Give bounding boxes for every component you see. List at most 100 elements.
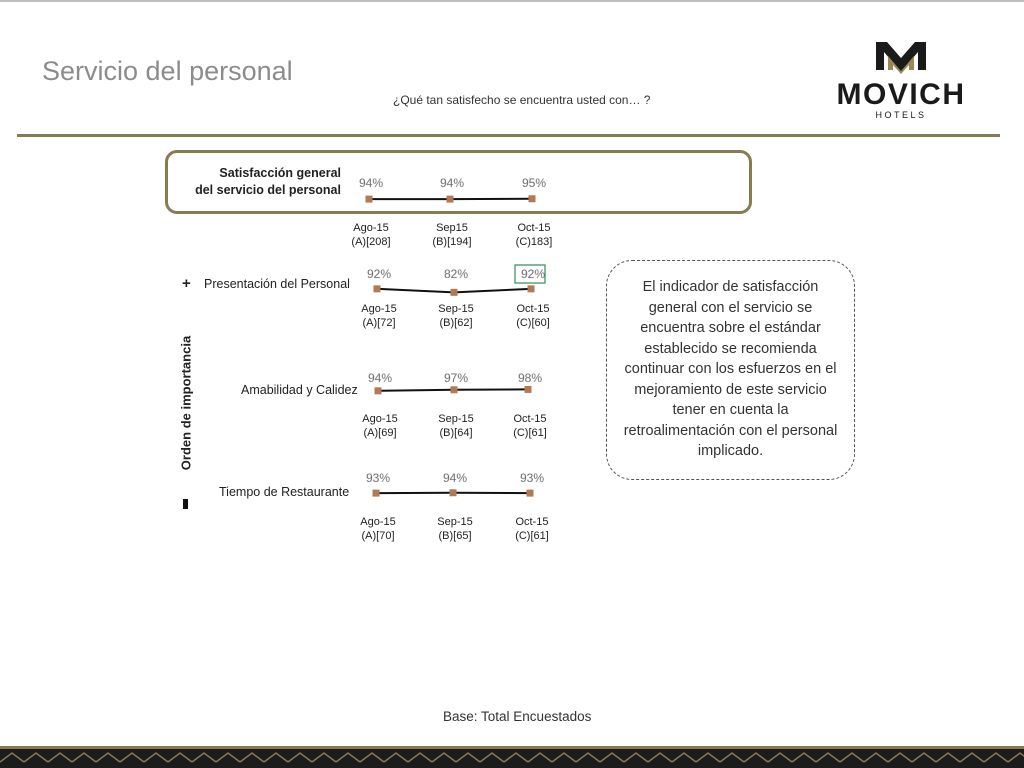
amabilidad-tick-label-2-1: Sep-15 bbox=[438, 413, 473, 425]
amabilidad-point-3 bbox=[524, 385, 532, 393]
overall-point-1 bbox=[365, 195, 373, 203]
footer-chevron bbox=[263, 752, 289, 763]
overall-value-label-2: 94% bbox=[440, 176, 464, 190]
presentacion-point-2 bbox=[450, 288, 458, 296]
overall-label-line-1: Satisfacción general bbox=[219, 166, 341, 180]
overall-tick-label-1-1: Ago-15 bbox=[353, 222, 388, 234]
amabilidad-point-1 bbox=[374, 387, 382, 395]
footer-chevron bbox=[479, 752, 505, 763]
footer-chevron bbox=[887, 752, 913, 763]
amabilidad-value-label-1: 94% bbox=[368, 371, 392, 385]
amabilidad-value-label-3: 98% bbox=[518, 371, 542, 385]
footer-chevron bbox=[527, 752, 553, 763]
tiempo-point-2 bbox=[449, 489, 457, 497]
footer-chevron bbox=[71, 752, 97, 763]
presentacion-tick-label-1-2: (A)[72] bbox=[362, 317, 395, 329]
footer-chevron bbox=[863, 752, 889, 763]
insight-callout: El indicador de satisfacción general con… bbox=[606, 260, 855, 480]
footer-chevron bbox=[407, 752, 433, 763]
overall-value-label-3: 95% bbox=[522, 176, 546, 190]
footer-chevron bbox=[911, 752, 937, 763]
footer-chevron bbox=[623, 752, 649, 763]
presentacion-value-label-2: 82% bbox=[444, 267, 468, 281]
footer-chevron bbox=[503, 752, 529, 763]
overall-tick-label-1-2: (A)[208] bbox=[351, 236, 390, 248]
amabilidad-tick-label-2-2: (B)[64] bbox=[439, 427, 472, 439]
footer-chevron bbox=[959, 752, 985, 763]
footer-chevron bbox=[47, 752, 73, 763]
tiempo-value-label-3: 93% bbox=[520, 471, 544, 485]
amabilidad-tick-label-3-2: (C)[61] bbox=[513, 427, 547, 439]
overall-tick-label-2-2: (B)[194] bbox=[432, 236, 471, 248]
survey-question: ¿Qué tan satisfecho se encuentra usted c… bbox=[393, 93, 651, 107]
footer-chevron bbox=[791, 752, 817, 763]
presentacion-value-label-1: 92% bbox=[367, 267, 391, 281]
amabilidad-label: Amabilidad y Calidez bbox=[241, 383, 358, 397]
footer-chevron bbox=[311, 752, 337, 763]
footer-chevron bbox=[647, 752, 673, 763]
movich-logo: MOVICH HOTELS bbox=[837, 42, 966, 120]
top-rule bbox=[0, 0, 1024, 2]
footer-chevron bbox=[695, 752, 721, 763]
importance-plus: + bbox=[182, 275, 191, 292]
footer-chevron bbox=[95, 752, 121, 763]
footer-chevron bbox=[23, 752, 49, 763]
tiempo-point-1 bbox=[372, 489, 380, 497]
footer-chevron bbox=[215, 752, 241, 763]
tiempo-point-3 bbox=[526, 489, 534, 497]
presentacion-label: Presentación del Personal bbox=[204, 277, 350, 291]
amabilidad-value-label-2: 97% bbox=[444, 371, 468, 385]
tiempo-tick-label-3-1: Oct-15 bbox=[515, 516, 548, 528]
presentacion-point-3 bbox=[527, 285, 535, 293]
footer-chevron bbox=[671, 752, 697, 763]
footer-chevron bbox=[767, 752, 793, 763]
footer-chevron bbox=[815, 752, 841, 763]
overall-tick-label-3-1: Oct-15 bbox=[517, 222, 550, 234]
tiempo-tick-label-2-2: (B)[65] bbox=[438, 530, 471, 542]
footer-chevron bbox=[1007, 752, 1024, 763]
footer-chevron bbox=[599, 752, 625, 763]
presentacion-value-label-3: 92% bbox=[521, 267, 545, 281]
presentacion-tick-label-1-1: Ago-15 bbox=[361, 303, 396, 315]
logo-wordmark: MOVICH bbox=[837, 78, 966, 111]
overall-tick-label-3-2: (C)183] bbox=[516, 236, 553, 248]
footer-chevron bbox=[119, 752, 145, 763]
footer-chevron bbox=[719, 752, 745, 763]
footer-chevron bbox=[455, 752, 481, 763]
page-title: Servicio del personal bbox=[42, 56, 293, 86]
footer-chevron bbox=[0, 752, 25, 763]
tiempo-value-label-1: 93% bbox=[366, 471, 390, 485]
footer-chevron bbox=[167, 752, 193, 763]
presentacion-point-1 bbox=[373, 285, 381, 293]
footer-chevron bbox=[575, 752, 601, 763]
overall-value-label-1: 94% bbox=[359, 176, 383, 190]
tiempo-tick-label-1-1: Ago-15 bbox=[360, 516, 395, 528]
overall-point-2 bbox=[446, 195, 454, 203]
overall-label-line-2: del servicio del personal bbox=[195, 183, 341, 197]
logo-mark-outer bbox=[876, 42, 926, 72]
footer-chevron bbox=[935, 752, 961, 763]
footer-chevron bbox=[383, 752, 409, 763]
footer-chevron bbox=[359, 752, 385, 763]
logo-mark-inner bbox=[888, 56, 914, 74]
footer-chevron bbox=[431, 752, 457, 763]
presentacion-highlight-frame bbox=[514, 264, 546, 284]
overall-highlight-box bbox=[165, 150, 752, 214]
presentacion-tick-label-2-2: (B)[62] bbox=[439, 317, 472, 329]
footer-chevron bbox=[839, 752, 865, 763]
tiempo-tick-label-1-2: (A)[70] bbox=[361, 530, 394, 542]
importance-minus bbox=[183, 499, 188, 509]
base-note: Base: Total Encuestados bbox=[443, 709, 592, 724]
footer-chevron bbox=[191, 752, 217, 763]
footer-chevron bbox=[335, 752, 361, 763]
tiempo-tick-label-2-1: Sep-15 bbox=[437, 516, 472, 528]
logo-subtitle: HOTELS bbox=[875, 110, 926, 120]
overall-tick-label-2-1: Sep15 bbox=[436, 222, 468, 234]
amabilidad-tick-label-3-1: Oct-15 bbox=[513, 413, 546, 425]
footer-chevron bbox=[239, 752, 265, 763]
tiempo-tick-label-3-2: (C)[61] bbox=[515, 530, 549, 542]
presentacion-tick-label-2-1: Sep-15 bbox=[438, 303, 473, 315]
footer-pattern-band bbox=[0, 746, 1024, 768]
amabilidad-point-2 bbox=[450, 386, 458, 394]
